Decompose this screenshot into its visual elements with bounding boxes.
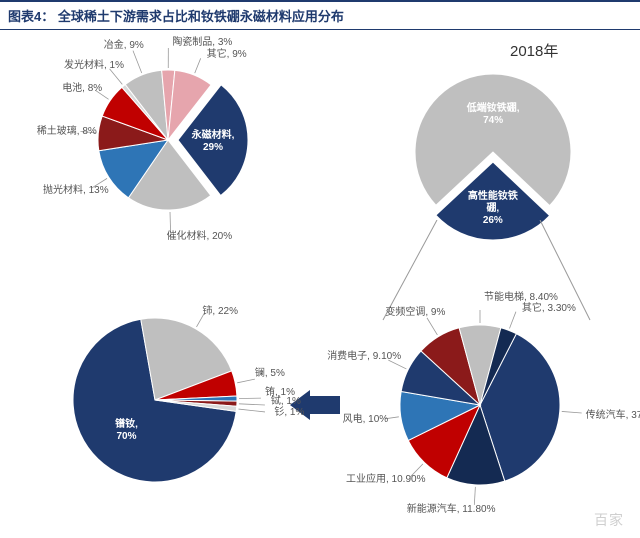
slice-label: 传统汽车, 37.50% — [586, 410, 640, 421]
top-left-pie — [78, 45, 278, 245]
watermark: 百家 — [594, 510, 624, 530]
slice-label: 钐, 1% — [274, 407, 304, 418]
year-label: 2018年 — [510, 40, 558, 61]
slice-label: 铽, 1% — [271, 396, 301, 407]
slice-label: 稀土玻璃, 8% — [37, 126, 97, 137]
slice-label-internal: 镨钕, 70% — [97, 419, 157, 443]
bottom-left-pie — [55, 300, 265, 510]
slice-label-internal: 永磁材料, 29% — [183, 130, 243, 154]
slice-label: 抛光材料, 13% — [43, 185, 109, 196]
slice-label: 消费电子, 9.10% — [327, 351, 401, 362]
slice-label: 其它, 9% — [207, 49, 247, 60]
slice-label-internal: 低端钕铁硼, 74% — [463, 103, 523, 127]
slice-label: 陶瓷制品, 3% — [172, 37, 232, 48]
slice-label: 铈, 22% — [202, 306, 238, 317]
slice-label: 催化材料, 20% — [167, 231, 233, 242]
slice-label: 变频空调, 9% — [385, 307, 445, 318]
bottom-right-pie — [385, 310, 595, 520]
slice-label: 节能电梯, 8.40% — [484, 292, 558, 303]
chart-title: 图表4： 全球稀土下游需求占比和钕铁硼永磁材料应用分布 — [0, 0, 640, 30]
slice-label: 风电, 10% — [343, 414, 389, 425]
slice-label: 工业应用, 10.90% — [346, 474, 425, 485]
slice-label: 冶金, 9% — [104, 40, 144, 51]
slice-label: 新能源汽车, 11.80% — [407, 504, 496, 515]
slice-label-internal: 高性能钕铁硼, 26% — [463, 191, 523, 227]
slice-label: 发光材料, 1% — [64, 60, 124, 71]
slice-label: 电池, 8% — [62, 83, 102, 94]
slice-label: 其它, 3.30% — [522, 303, 576, 314]
slice-label: 镧, 5% — [255, 368, 285, 379]
